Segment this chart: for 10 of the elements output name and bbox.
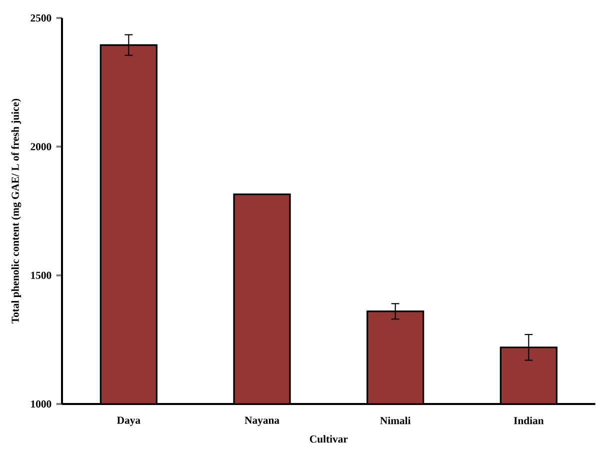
x-tick-label: Nayana bbox=[244, 416, 280, 426]
y-tick-label: 1500 bbox=[31, 272, 52, 279]
x-tick-label: Nimali bbox=[380, 416, 411, 424]
y-tick-label: 1000 bbox=[31, 400, 52, 408]
y-tick-label: 2000 bbox=[30, 143, 52, 150]
y-axis-title: Total phenolic content (mg GAE/ L of fresh juice) bbox=[11, 98, 22, 324]
y-tick-label: 2500 bbox=[30, 14, 52, 22]
x-axis-title: Cultivar bbox=[310, 435, 348, 443]
x-tick-label: Daya bbox=[117, 416, 140, 426]
x-tick-label: Indian bbox=[514, 416, 544, 424]
